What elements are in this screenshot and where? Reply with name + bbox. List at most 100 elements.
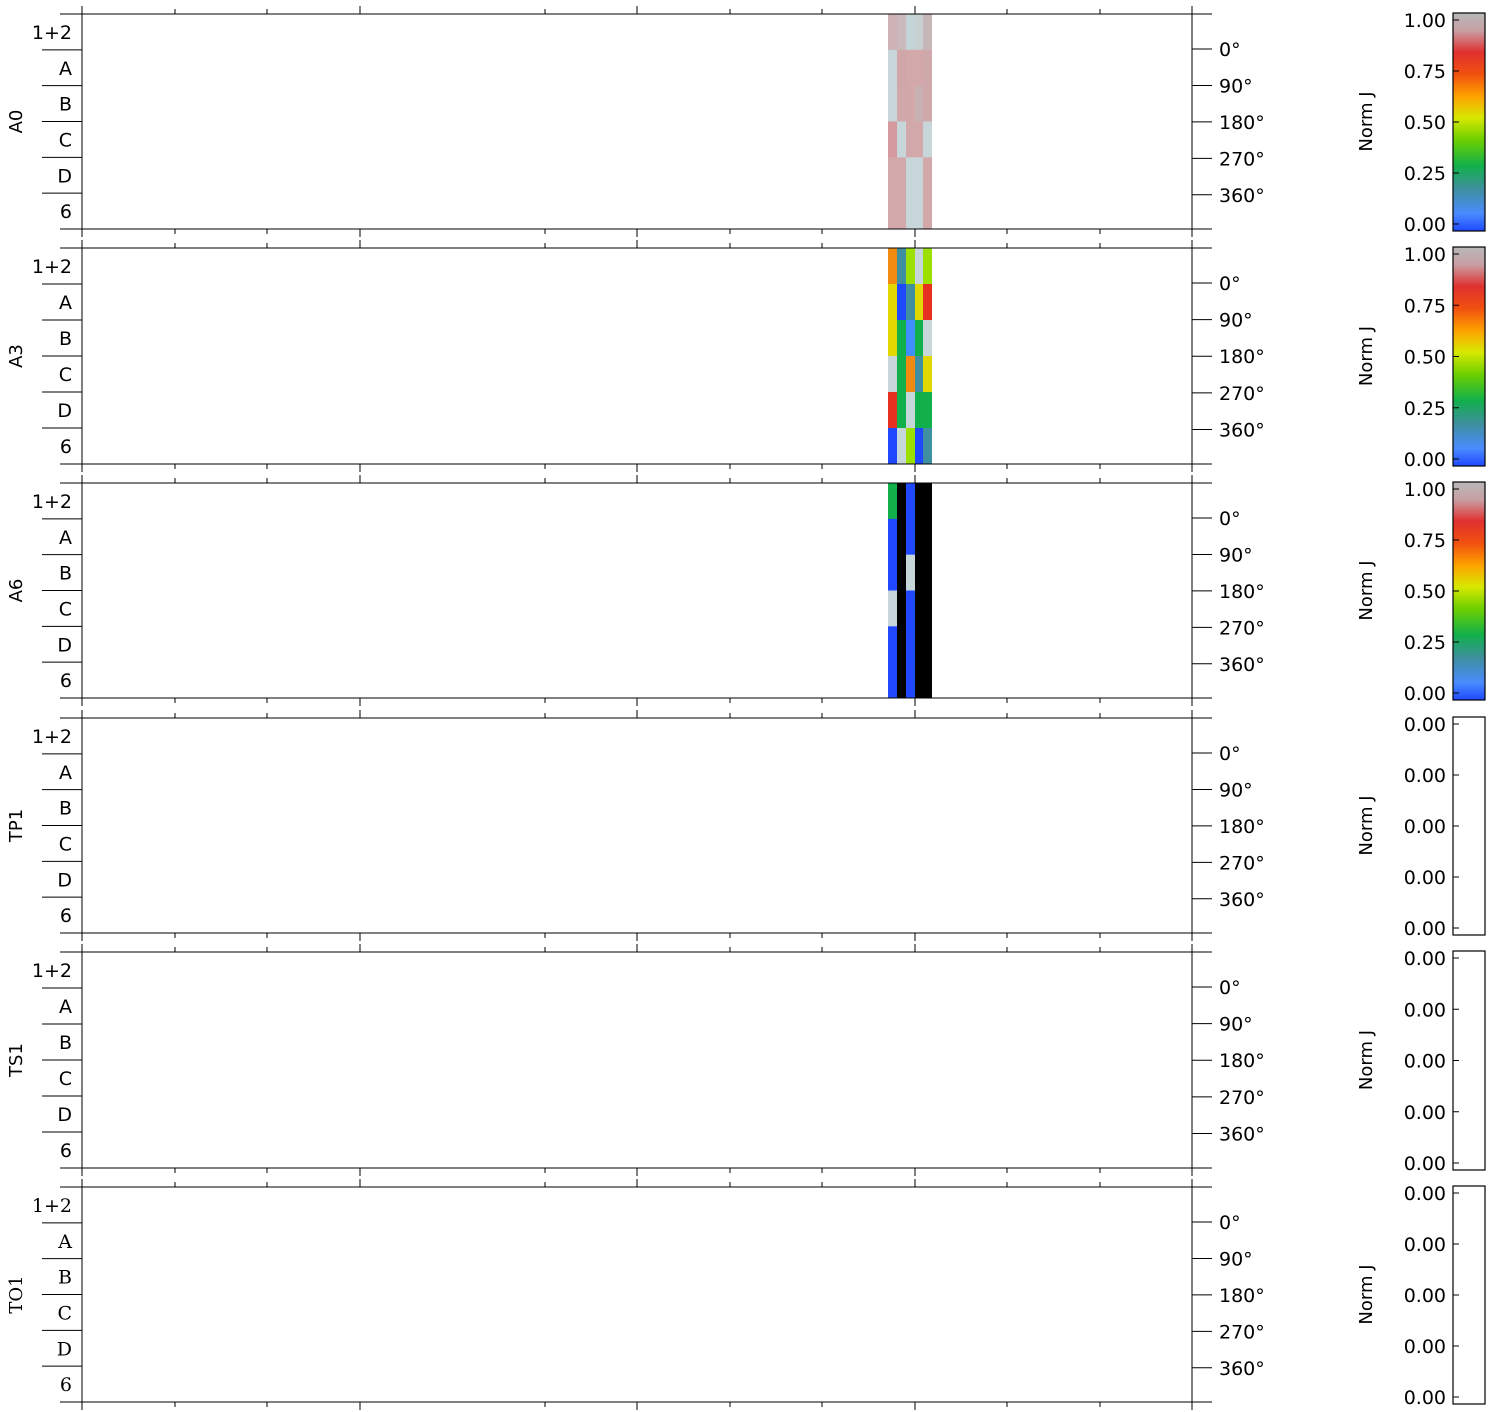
colorbar-tick-label: 0.75 bbox=[1404, 61, 1446, 83]
heatmap-cell bbox=[923, 14, 932, 51]
row-label: 1+2 bbox=[32, 960, 72, 982]
colorbar-tick-label: 0.75 bbox=[1404, 295, 1446, 317]
angle-label: 180° bbox=[1219, 816, 1265, 838]
heatmap-cell bbox=[888, 121, 897, 158]
heatmap-cell bbox=[888, 85, 897, 122]
heatmap-cell bbox=[897, 248, 906, 285]
heatmap-cell bbox=[888, 193, 897, 230]
colorbar-tick-label: 0.75 bbox=[1404, 530, 1446, 552]
colorbar-tick-label: 0.00 bbox=[1404, 1234, 1446, 1256]
row-label: B bbox=[58, 1267, 72, 1289]
heatmap-cell bbox=[888, 518, 897, 556]
colorbar-tick-label: 1.00 bbox=[1404, 479, 1446, 501]
angle-label: 270° bbox=[1219, 1087, 1265, 1109]
heatmap-cell bbox=[897, 121, 906, 158]
colorbar-tick-label: 1.00 bbox=[1404, 10, 1446, 32]
angle-label: 180° bbox=[1219, 346, 1265, 368]
heatmap-cell bbox=[915, 14, 923, 51]
heatmap-cell bbox=[906, 320, 915, 357]
heatmap-cell bbox=[888, 590, 897, 627]
heatmap-cell bbox=[915, 248, 923, 285]
colorbar-tick-label: 0.50 bbox=[1404, 112, 1446, 134]
heatmap-cell bbox=[915, 428, 923, 465]
heatmap-cell bbox=[897, 626, 906, 663]
angle-label: 270° bbox=[1219, 617, 1265, 639]
heatmap-cell bbox=[906, 49, 915, 87]
heatmap-cell bbox=[915, 483, 923, 520]
heatmap-cell bbox=[923, 554, 932, 591]
colorbar-tick-label: 0.00 bbox=[1404, 1102, 1446, 1124]
angle-label: 270° bbox=[1219, 148, 1265, 170]
heatmap-cell bbox=[906, 662, 915, 699]
row-label: A bbox=[59, 58, 72, 80]
heatmap-cell bbox=[923, 320, 932, 357]
colorbar-title: Norm J bbox=[1356, 560, 1377, 620]
angle-label: 0° bbox=[1219, 273, 1241, 295]
angle-label: 360° bbox=[1219, 654, 1265, 676]
colorbar-tick-label: 0.00 bbox=[1404, 1387, 1446, 1409]
colorbar-title: Norm J bbox=[1356, 326, 1377, 386]
colorbar-tick-label: 0.00 bbox=[1404, 1153, 1446, 1175]
row-label: 1+2 bbox=[32, 726, 72, 748]
colorbar-tick-label: 0.25 bbox=[1404, 632, 1446, 654]
colorbar-title: Norm J bbox=[1356, 1264, 1377, 1324]
heatmap-cell bbox=[897, 193, 906, 230]
colorbar-tick-label: 0.00 bbox=[1404, 1183, 1446, 1205]
row-label: A bbox=[59, 996, 72, 1018]
heatmap-cell bbox=[906, 248, 915, 285]
heatmap-cell bbox=[906, 356, 915, 393]
colorbar-tick-label: 0.00 bbox=[1404, 765, 1446, 787]
heatmap-cell bbox=[923, 518, 932, 556]
row-label: C bbox=[57, 1302, 72, 1324]
heatmap-cell bbox=[906, 554, 915, 591]
row-label: D bbox=[57, 400, 72, 422]
colorbar-tick-label: 0.00 bbox=[1404, 683, 1446, 705]
row-label: 6 bbox=[60, 1374, 72, 1396]
heatmap-cell bbox=[906, 590, 915, 627]
heatmap-cell bbox=[897, 518, 906, 556]
heatmap-cell bbox=[906, 518, 915, 556]
row-label: 6 bbox=[60, 436, 72, 458]
colorbar-title: Norm J bbox=[1356, 1030, 1377, 1090]
colorbar-title: Norm J bbox=[1356, 795, 1377, 855]
angle-label: 0° bbox=[1219, 977, 1241, 999]
row-label: A bbox=[59, 292, 72, 314]
heatmap-cell bbox=[906, 157, 915, 194]
angle-label: 90° bbox=[1219, 310, 1253, 332]
heatmap-cell bbox=[888, 320, 897, 357]
row-label: 1+2 bbox=[32, 491, 72, 513]
row-label: 1+2 bbox=[32, 22, 72, 44]
row-label: C bbox=[59, 598, 72, 620]
heatmap-cell bbox=[888, 157, 897, 194]
row-label: B bbox=[59, 1032, 72, 1054]
row-label: 1+2 bbox=[32, 256, 72, 278]
row-label: 1+2 bbox=[32, 1195, 72, 1217]
angle-label: 0° bbox=[1219, 1212, 1241, 1234]
row-label: A bbox=[57, 1231, 72, 1253]
row-label: D bbox=[57, 1104, 72, 1126]
heatmap-cell bbox=[915, 662, 923, 699]
heatmap-cell bbox=[923, 356, 932, 393]
heatmap-cell bbox=[888, 356, 897, 393]
heatmap-cell bbox=[915, 590, 923, 627]
row-label: D bbox=[57, 869, 72, 891]
row-label: 6 bbox=[60, 670, 72, 692]
heatmap-cell bbox=[915, 193, 923, 230]
angle-label: 360° bbox=[1219, 185, 1265, 207]
heatmap-cell bbox=[888, 392, 897, 429]
angle-label: 180° bbox=[1219, 112, 1265, 134]
panel-label: A6 bbox=[6, 579, 27, 603]
heatmap-cell bbox=[923, 392, 932, 429]
angle-label: 90° bbox=[1219, 1014, 1253, 1036]
row-label: B bbox=[59, 94, 72, 116]
heatmap-cell bbox=[906, 14, 915, 51]
angle-label: 90° bbox=[1219, 1248, 1253, 1270]
heatmap-cell bbox=[888, 284, 897, 321]
colorbar-tick-label: 0.00 bbox=[1404, 214, 1446, 236]
heatmap-cell bbox=[897, 554, 906, 591]
heatmap-cell bbox=[897, 662, 906, 699]
colorbar-tick-label: 0.00 bbox=[1404, 1051, 1446, 1073]
row-label: C bbox=[59, 1068, 72, 1090]
